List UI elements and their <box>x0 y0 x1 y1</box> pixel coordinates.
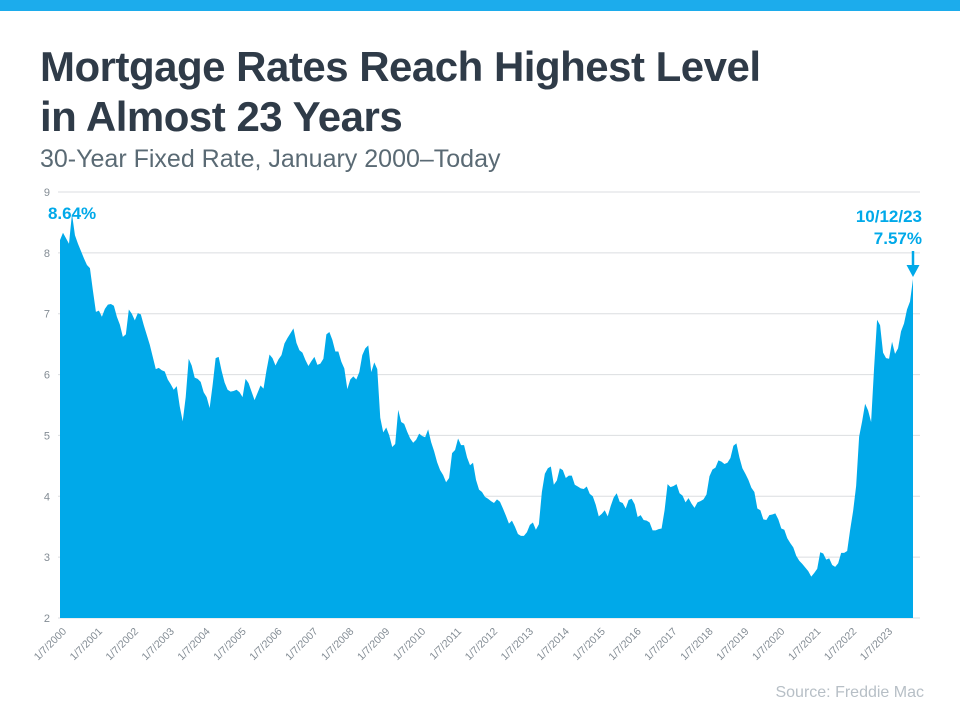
x-axis-label: 1/7/2006 <box>247 626 284 663</box>
arrow-down-icon <box>906 265 920 278</box>
y-axis-label: 9 <box>44 187 50 199</box>
x-axis-label: 1/7/2015 <box>570 626 607 663</box>
x-axis-label: 1/7/2016 <box>606 626 643 663</box>
x-axis-label: 1/7/2011 <box>427 626 464 663</box>
x-axis-label: 1/7/2010 <box>391 626 428 663</box>
y-axis-label: 8 <box>44 248 50 260</box>
x-axis-label: 1/7/2008 <box>319 626 356 663</box>
x-axis-label: 1/7/2018 <box>678 626 715 663</box>
x-axis-label: 1/7/2023 <box>858 626 895 663</box>
y-axis-label: 5 <box>44 430 50 442</box>
x-axis-label: 1/7/2000 <box>32 626 69 663</box>
y-axis-label: 4 <box>44 491 50 503</box>
page-title: Mortgage Rates Reach Highest Level in Alm… <box>40 42 920 142</box>
x-axis-label: 1/7/2004 <box>175 626 212 663</box>
x-axis-label: 1/7/2005 <box>211 626 248 663</box>
latest-value-label: 7.57% <box>874 229 922 248</box>
x-axis-label: 1/7/2007 <box>283 626 320 663</box>
peak-value-label: 8.64% <box>48 204 96 223</box>
top-accent-bar <box>0 0 960 11</box>
page-title-line1: Mortgage Rates Reach Highest Level <box>40 43 761 90</box>
x-axis-label: 1/7/2014 <box>535 626 572 663</box>
x-axis-label: 1/7/2009 <box>355 626 392 663</box>
rate-chart-svg: 2 3 4 5 6 7 8 9 1/7/20001/7/20011/7/20021/7/2003… <box>32 187 924 701</box>
x-axis-label: 1/7/2001 <box>68 626 105 663</box>
y-axis-label: 6 <box>44 370 50 382</box>
x-axis-label: 1/7/2022 <box>822 626 859 663</box>
page-title-line2: in Almost 23 Years <box>40 93 403 140</box>
y-axis-label: 7 <box>44 309 50 321</box>
page-subtitle: 30-Year Fixed Rate, January 2000–Today <box>40 145 501 173</box>
rate-area-series <box>60 213 913 618</box>
x-axis-label: 1/7/2021 <box>786 626 823 663</box>
x-axis-label: 1/7/2003 <box>139 626 176 663</box>
x-axis-label: 1/7/2013 <box>499 626 536 663</box>
x-axis-label: 1/7/2019 <box>714 626 751 663</box>
latest-date-label: 10/12/23 <box>856 207 922 226</box>
y-axis-label: 2 <box>44 613 50 625</box>
source-label: Source: Freddie Mac <box>775 684 924 701</box>
y-axis-label: 3 <box>44 552 50 564</box>
x-axis-label: 1/7/2012 <box>463 626 500 663</box>
x-axis-label: 1/7/2020 <box>750 626 787 663</box>
chart-area: 2 3 4 5 6 7 8 9 1/7/2000 1/7/2001 1/7/2002 1/7/2003… <box>0 180 960 720</box>
x-axis-label: 1/7/2002 <box>104 626 141 663</box>
x-axis-label: 1/7/2017 <box>642 626 679 663</box>
